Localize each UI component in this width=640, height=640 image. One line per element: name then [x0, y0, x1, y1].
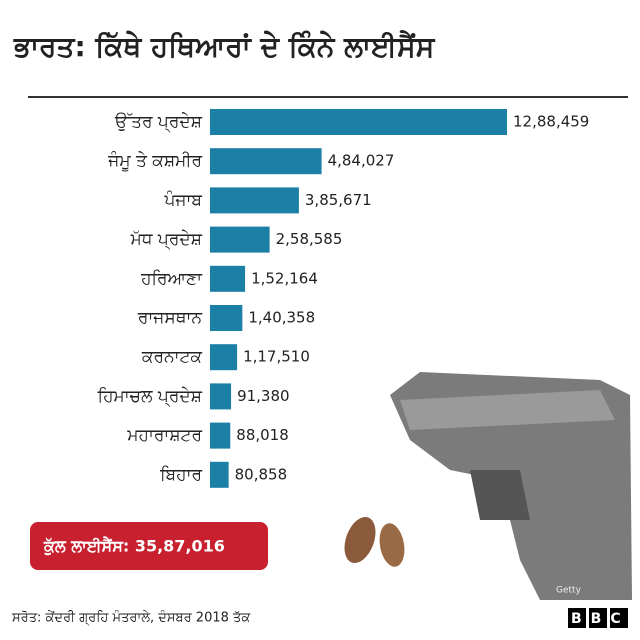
value-label: 2,58,585	[276, 230, 343, 248]
value-label: 4,84,027	[328, 152, 395, 170]
bar	[210, 109, 507, 135]
total-box	[30, 522, 268, 570]
bar	[210, 344, 238, 371]
category-label: ਜੰਮੂ ਤੇ ਕਸ਼ਮੀਰ	[107, 151, 202, 171]
category-label: ਮੱਧ ਪ੍ਰਦੇਸ਼	[130, 230, 203, 251]
category-label: ਹਿਮਾਚਲ ਪ੍ਰਦੇਸ਼	[97, 386, 203, 407]
source: ਸਰੋਤ: ਕੇਂਦਰੀ ਗ੍ਰਹਿ ਮੰਤਰਾਲੇ, ਦੰਸਬਰ 2018 ਤ…	[11, 610, 251, 627]
value-label: 91,380	[237, 387, 290, 405]
category-label: ਮਹਾਰਾਸ਼ਟਰ	[126, 426, 202, 446]
value-label: 80,858	[235, 465, 288, 483]
category-label: ਬਿਹਾਰ	[159, 465, 202, 485]
category-label: ਕਰਨਾਟਕ	[141, 347, 203, 367]
value-label: 12,88,459	[513, 113, 589, 131]
bar	[210, 187, 299, 214]
value-label: 1,17,510	[243, 348, 310, 366]
total-label: ਕੁੱਲ ਲਾਈਸੈਂਸ: 35,87,016	[43, 537, 225, 556]
category-label: ਉੱਤਰ ਪ੍ਰਦੇਸ਼	[114, 112, 203, 133]
logo-text: BBC	[571, 611, 630, 627]
category-label: ਹਰਿਆਣਾ	[140, 269, 203, 289]
bar	[210, 383, 232, 410]
bar	[210, 226, 270, 253]
value-label: 3,85,671	[305, 191, 372, 209]
value-label: 1,40,358	[248, 309, 315, 327]
bar	[210, 265, 246, 292]
value-label: 1,52,164	[251, 269, 318, 287]
category-label: ਪੰਜਾਬ	[163, 190, 202, 210]
bar	[210, 461, 229, 488]
chart-title: ਭਾਰਤ: ਕਿੱਥੇ ਹਥਿਆਰਾਂ ਦੇ ਕਿੰਨੇ ਲਾਈਸੈਂਸ	[13, 30, 436, 63]
bar	[210, 148, 322, 175]
bbc-logo: BBC	[568, 608, 630, 628]
category-label: ਰਾਜਸਥਾਨ	[137, 308, 202, 328]
bar	[210, 422, 231, 449]
value-label: 88,018	[236, 426, 289, 444]
gun-illustration	[344, 372, 632, 600]
bar	[210, 305, 243, 331]
photo-credit: Getty	[556, 586, 582, 596]
